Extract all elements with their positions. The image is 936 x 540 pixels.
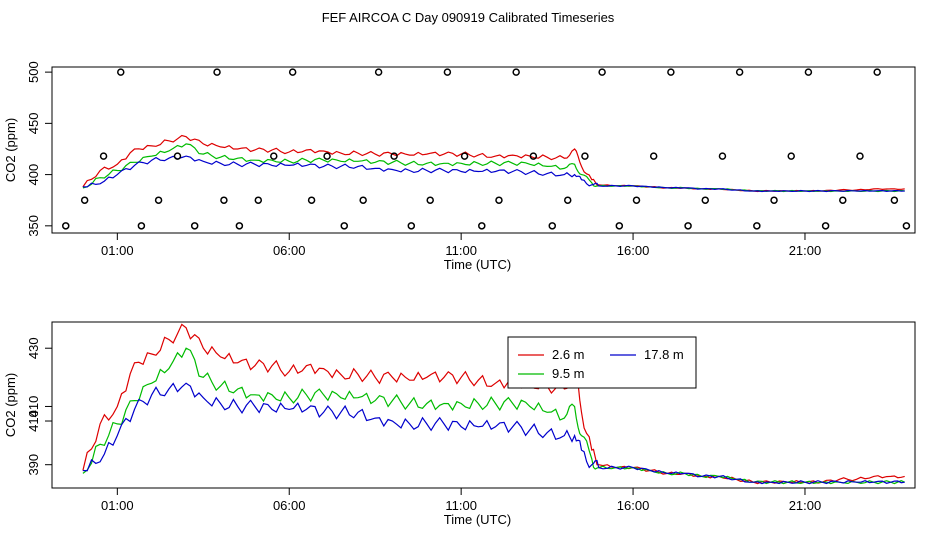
flag-marker	[190, 222, 199, 230]
flag-marker	[873, 68, 881, 76]
x-tick-label: 21:00	[789, 243, 822, 258]
flag-marker	[632, 196, 641, 204]
flag-marker	[615, 222, 624, 230]
legend-entry-label: 17.8 m	[644, 347, 684, 362]
legend-entry-label: 2.6 m	[552, 347, 585, 362]
flag-marker	[213, 68, 221, 76]
flag-marker	[374, 68, 383, 76]
y-axis-label: CO2 (ppm)	[3, 373, 18, 437]
flag-marker	[753, 222, 761, 230]
flag-marker	[856, 152, 864, 160]
flag-marker	[787, 152, 795, 160]
chart-title: FEF AIRCOA C Day 090919 Calibrated Times…	[322, 10, 615, 25]
flag-marker	[407, 222, 416, 230]
series-line-17-8-m	[82, 155, 905, 193]
flag-marker	[735, 68, 744, 76]
x-tick-label: 16:00	[617, 243, 650, 258]
flag-marker	[684, 222, 692, 230]
plot-frame	[51, 321, 916, 489]
x-tick-label: 01:00	[101, 498, 134, 513]
flag-marker	[340, 222, 349, 230]
flag-marker	[117, 68, 125, 76]
flag-marker	[270, 152, 278, 160]
flag-marker	[235, 222, 244, 230]
x-tick-label: 11:00	[445, 498, 477, 513]
flag-marker	[718, 152, 727, 160]
y-tick-label: 400	[26, 164, 41, 186]
flag-marker	[80, 196, 89, 204]
x-tick-label: 01:00	[101, 243, 134, 258]
x-axis-label: Time (UTC)	[444, 257, 511, 272]
y-tick-label: 350	[26, 215, 41, 237]
flag-marker	[478, 222, 486, 230]
x-tick-label: 11:00	[445, 243, 477, 258]
flag-marker	[99, 152, 108, 160]
flag-marker	[443, 68, 452, 76]
flag-marker	[667, 68, 675, 76]
flag-marker	[460, 152, 469, 160]
y-tick-label: 500	[26, 61, 41, 83]
y-axis-label: CO2 (ppm)	[3, 118, 18, 182]
flag-marker	[254, 196, 263, 204]
flag-marker	[323, 152, 331, 160]
flag-marker	[154, 196, 163, 204]
x-tick-label: 16:00	[617, 498, 650, 513]
y-tick-label: 450	[26, 113, 41, 135]
x-tick-label: 06:00	[273, 243, 306, 258]
series-line-9-5-m	[82, 143, 905, 193]
flag-marker	[359, 196, 367, 204]
flag-marker	[495, 196, 503, 204]
flag-marker	[62, 222, 70, 230]
top-panel: 01:00 06:00 11:00 16:00 21:00 350 400 450 500 Tim…	[3, 61, 916, 272]
flag-marker	[307, 196, 316, 204]
legend-entry-label: 9.5 m	[552, 366, 585, 381]
series-line-9-5-m	[82, 347, 905, 485]
y-tick-label: 390	[26, 454, 41, 476]
flag-marker	[220, 196, 228, 204]
series-line-2-6-m	[82, 323, 905, 485]
plot-frame	[51, 66, 916, 234]
flag-marker	[902, 222, 911, 230]
flag-marker	[563, 196, 572, 204]
flag-marker	[581, 152, 589, 160]
flag-marker	[173, 152, 182, 160]
flag-marker	[529, 152, 538, 160]
flag-marker	[770, 196, 778, 204]
flag-marker	[598, 68, 606, 76]
flag-marker	[649, 152, 658, 160]
flag-marker	[890, 196, 899, 204]
flag-marker	[821, 222, 830, 230]
y-tick-label: 410	[26, 410, 41, 432]
flag-marker	[137, 222, 146, 230]
flag-marker	[426, 196, 434, 204]
y-tick-label: 410	[26, 396, 41, 418]
flag-marker	[390, 152, 398, 160]
x-tick-label: 21:00	[789, 498, 822, 513]
y-tick-label: 430	[26, 337, 41, 359]
series-line-17-8-m	[82, 382, 905, 485]
flag-marker	[839, 196, 847, 204]
x-tick-label: 06:00	[273, 498, 306, 513]
flag-marker	[701, 196, 710, 204]
series-line-2-6-m	[82, 134, 905, 193]
flag-marker	[804, 68, 813, 76]
flag-marker	[512, 68, 520, 76]
flag-marker	[548, 222, 557, 230]
legend-box	[507, 336, 697, 389]
x-axis-label: Time (UTC)	[444, 512, 511, 527]
flag-marker	[288, 68, 297, 76]
